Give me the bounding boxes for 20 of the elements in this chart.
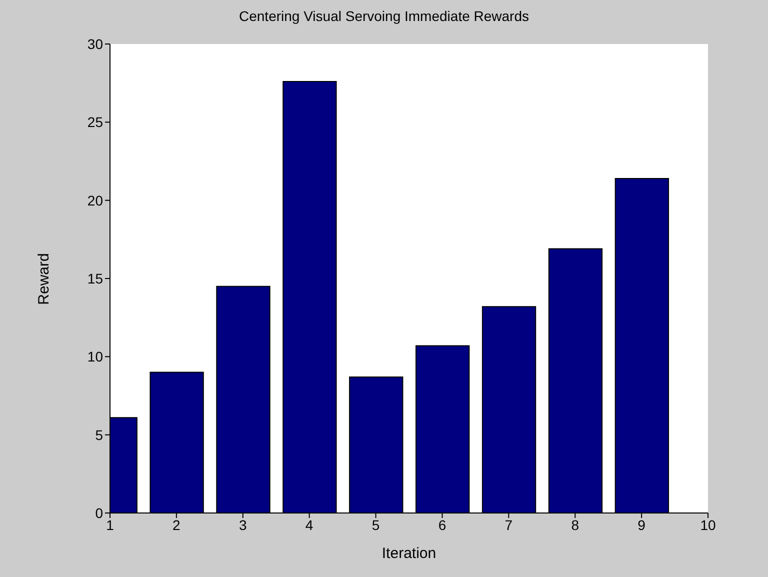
x-tick-label: 2: [172, 516, 181, 533]
x-tick-label: 10: [700, 516, 716, 533]
y-tick-label: 25: [87, 114, 104, 130]
x-tick-label: 8: [571, 516, 580, 533]
y-tick-label: 30: [87, 36, 104, 52]
y-axis-title: Reward: [36, 252, 52, 304]
x-tick-label: 7: [504, 516, 513, 533]
x-tick-label: 3: [238, 516, 247, 533]
chart-title: Centering Visual Servoing Immediate Rewards: [238, 8, 530, 24]
y-tick-label: 10: [87, 348, 104, 365]
x-tick-label: 1: [106, 516, 114, 533]
y-tick-label: 20: [87, 192, 104, 208]
y-tick-label: 0: [95, 504, 104, 521]
y-tick-label: 5: [95, 426, 104, 443]
x-tick-label: 5: [372, 516, 380, 533]
x-tick-label: 9: [638, 516, 646, 533]
x-tick-label: 6: [438, 516, 446, 533]
x-axis-title: Iteration: [380, 545, 438, 562]
y-tick-label: 15: [87, 270, 104, 286]
x-tick-label: 4: [305, 516, 314, 533]
